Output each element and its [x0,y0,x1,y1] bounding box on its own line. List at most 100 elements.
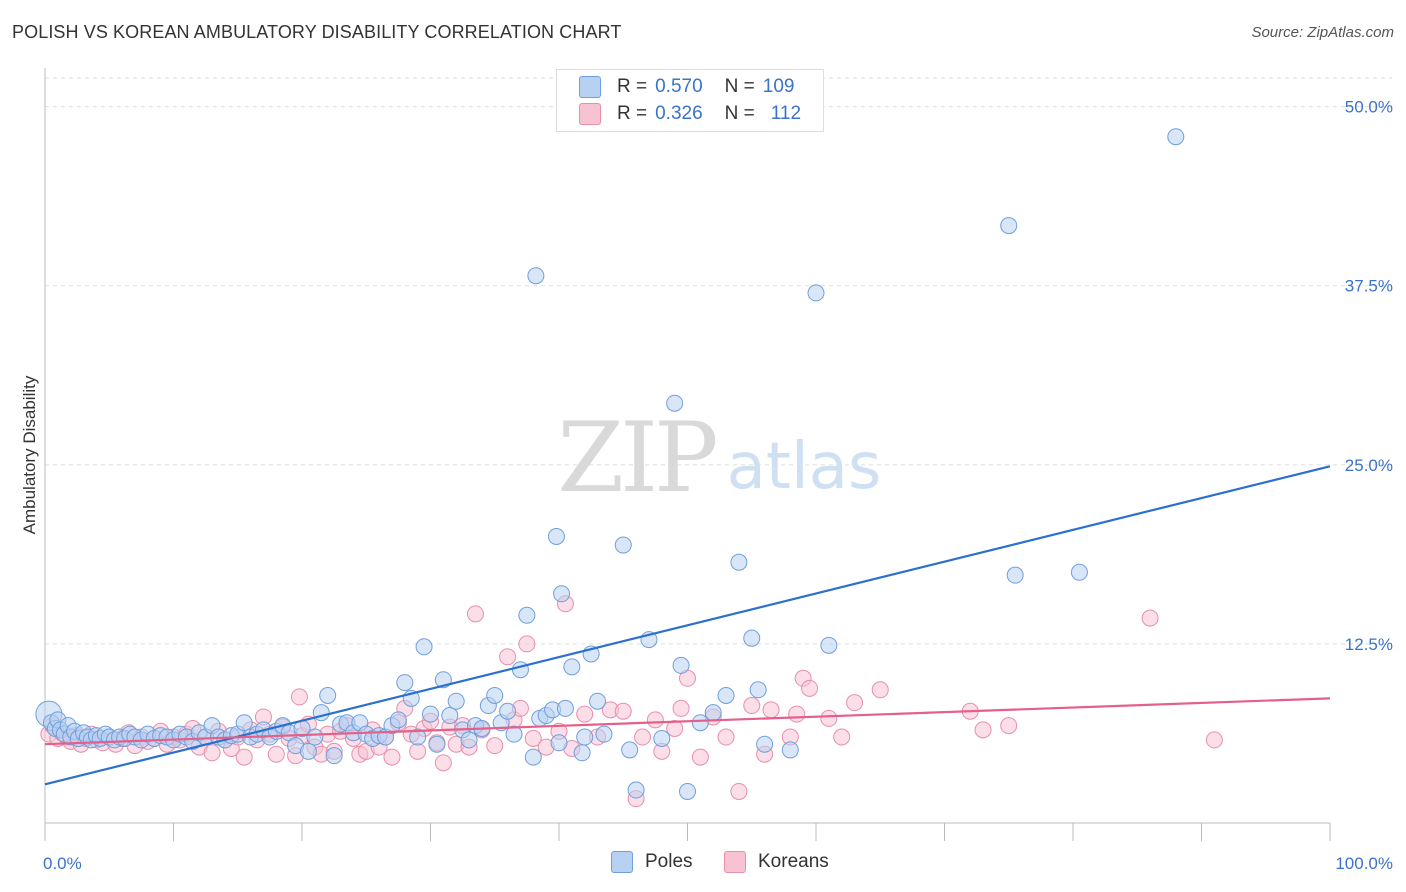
legend-r-label: R = [617,76,648,97]
pole-point [428,735,446,753]
legend-row-koreans: R = 0.326 N = 112 [579,102,801,126]
pole-point [415,638,433,656]
korean-point [1205,731,1223,749]
korean-point [666,719,684,737]
pole-point [460,731,478,749]
koreans-trend-line [44,697,1331,746]
legend-row-poles: R = 0.570 N = 109 [579,75,794,99]
pole-point [553,585,571,603]
korean-point [203,744,221,762]
pole-point [319,686,337,704]
pole-point [550,734,568,752]
korean-point [691,748,709,766]
korean-point [833,728,851,746]
legend-item-poles[interactable]: Poles [611,851,693,873]
korean-point [820,709,838,727]
pole-point [627,781,645,799]
korean-point [672,699,690,717]
korean-point [974,721,992,739]
pole-point [820,636,838,654]
koreans-series [40,595,1223,808]
korean-point [434,754,452,772]
pole-point [306,728,324,746]
korean-point [801,679,819,697]
korean-point [576,705,594,723]
pole-point [576,728,594,746]
pole-point [595,725,613,743]
pole-point [781,741,799,759]
korean-point [383,748,401,766]
korean-point [871,681,889,699]
legend-item-koreans[interactable]: Koreans [724,851,829,873]
korean-point [730,782,748,800]
pole-point [749,681,767,699]
koreans-swatch [579,103,601,125]
legend-n-value: 112 [770,103,802,124]
series-legend: Poles Koreans [0,851,1406,877]
stats-legend: R = 0.570 N = 109 R = 0.326 N = 112 [556,69,824,132]
pole-point [730,553,748,571]
x-tick-label: 100.0% [1335,854,1393,873]
korean-point [486,737,504,755]
korean-point [290,688,308,706]
poles-legend-swatch [611,851,633,873]
pole-point [653,729,671,747]
pole-point [499,702,517,720]
legend-n-label: N = [724,103,755,124]
pole-point [1070,563,1088,581]
pole-point [235,714,253,732]
trend-lines [44,465,1331,786]
pole-point [511,661,529,679]
pole-point [756,735,774,753]
chart-title: POLISH VS KOREAN AMBULATORY DISABILITY C… [12,22,622,42]
legend-r-label: R = [617,103,648,124]
korean-point [1141,609,1159,627]
korean-point [235,748,253,766]
korean-point [634,728,652,746]
pole-point [441,707,459,725]
pole-point [589,692,607,710]
pole-point [299,742,317,760]
pole-point [547,527,565,545]
pole-point [717,686,735,704]
source-credit: Source: ZipAtlas.com [1251,24,1394,41]
watermark-zip: ZIP [557,402,716,514]
korean-point [717,728,735,746]
poles-swatch [579,76,601,98]
korean-point [1000,717,1018,735]
korean-point [267,745,285,763]
korean-point [743,697,761,715]
legend-n-value: 109 [762,76,795,97]
korean-point [646,711,664,729]
korean-point [846,694,864,712]
pole-point [807,284,825,302]
pole-point [1000,217,1018,235]
koreans-legend-label: Koreans [758,851,829,872]
korean-point [524,729,542,747]
axes [44,68,1331,841]
poles-legend-label: Poles [645,851,693,872]
pole-point [325,747,343,765]
pole-point [704,704,722,722]
pole-point [573,744,591,762]
legend-r-value: 0.326 [655,103,703,124]
poles-trend-line [44,465,1331,786]
legend-n-label: N = [724,76,755,97]
pole-point [518,606,536,624]
pole-point [563,658,581,676]
pole-point [556,699,574,717]
pole-point [1167,128,1185,146]
pole-point [396,674,414,692]
pole-point [743,629,761,647]
pole-point [524,748,542,766]
korean-point [788,705,806,723]
legend-r-value: 0.570 [655,76,703,97]
pole-point [1006,566,1024,584]
y-tick-label: 25.0% [1345,456,1393,475]
pole-point [691,714,709,732]
pole-point [447,692,465,710]
korean-point [518,635,536,653]
korean-point [614,702,632,720]
korean-point [466,605,484,623]
